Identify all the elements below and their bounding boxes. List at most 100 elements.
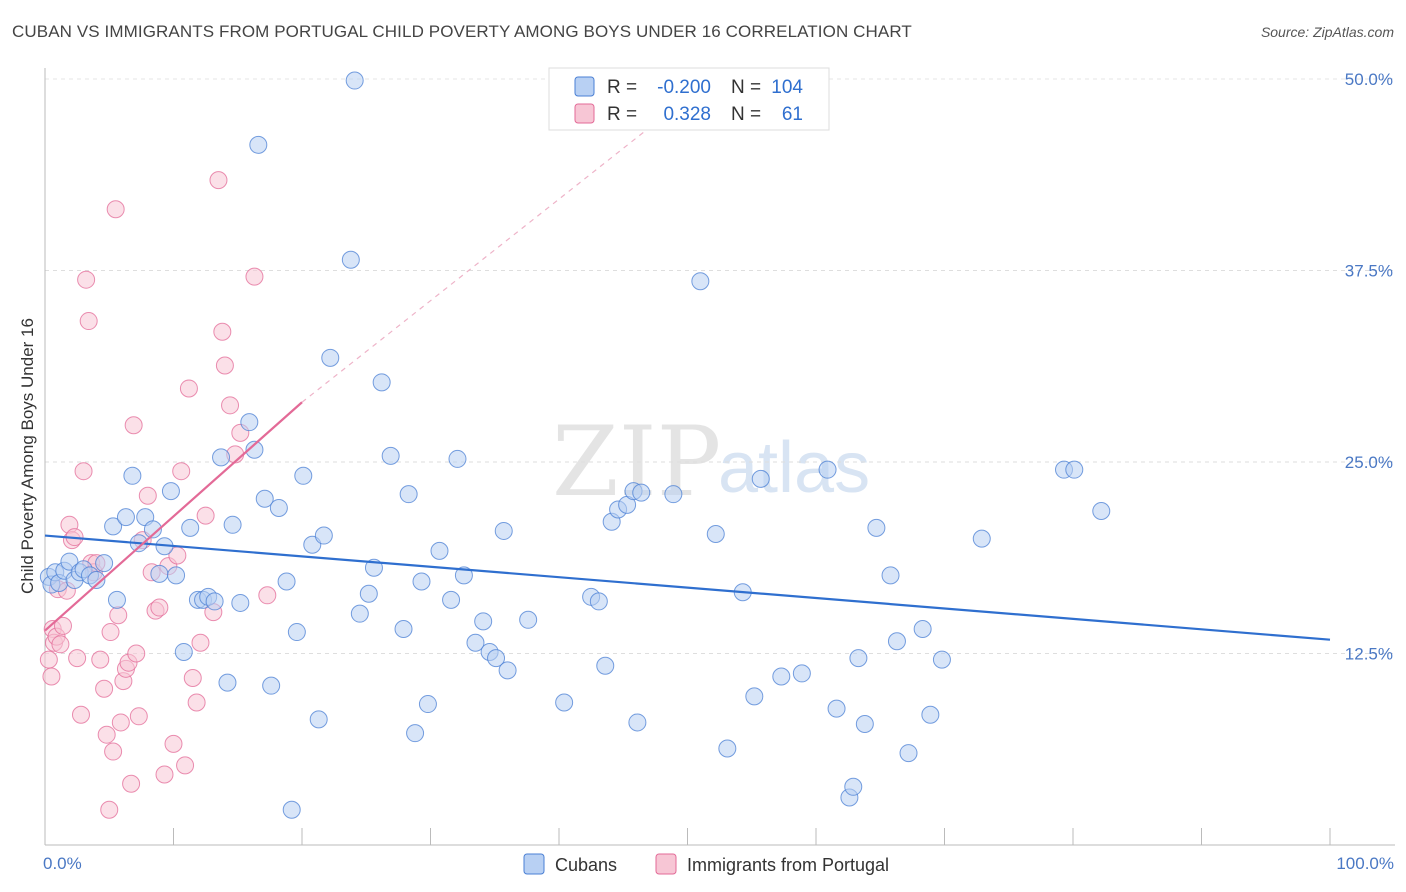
y-tick-label: 50.0%: [1345, 70, 1393, 89]
cuban-point: [394, 619, 413, 638]
cuban-point: [844, 777, 863, 796]
portugal-point: [100, 800, 119, 819]
portugal-point: [179, 379, 198, 398]
legend-r-label-cubans: R =: [607, 77, 637, 98]
y-tick-labels: 12.5% 25.0% 37.5% 50.0%: [1345, 70, 1393, 664]
cuban-point: [1092, 502, 1111, 521]
source-note: Source: ZipAtlas.com: [1260, 24, 1394, 40]
cuban-point: [95, 554, 114, 573]
bottom-legend-label-portugal: Immigrants from Portugal: [687, 855, 889, 875]
portugal-point: [109, 606, 128, 625]
stats-legend: R = -0.200 N = 104 R = 0.328 N = 61: [548, 67, 830, 131]
portugal-point: [91, 650, 110, 669]
x-tick-label-max: 100.0%: [1336, 854, 1394, 873]
cuban-point: [104, 517, 123, 536]
portugal-point: [39, 650, 58, 669]
cuban-point: [849, 649, 868, 668]
cuban-point: [442, 590, 461, 609]
cuban-point: [262, 676, 281, 695]
cuban-point: [249, 135, 268, 154]
cuban-point: [718, 739, 737, 758]
cuban-point: [519, 610, 538, 629]
portugal-point: [95, 679, 114, 698]
portugal-point: [51, 635, 70, 654]
legend-r-label-portugal: R =: [607, 104, 637, 125]
cuban-point: [282, 800, 301, 819]
cuban-point: [240, 413, 259, 432]
portugal-point: [176, 756, 195, 775]
legend-n-value-cubans: 104: [771, 77, 803, 98]
cuban-point: [881, 566, 900, 585]
portugal-point: [138, 486, 157, 505]
portugal-point: [71, 705, 90, 724]
portugal-point: [97, 725, 116, 744]
cuban-point: [143, 520, 162, 539]
portugal-point: [77, 270, 96, 289]
portugal-point: [104, 742, 123, 761]
bottom-legend-swatch-portugal: [655, 853, 677, 875]
cuban-point: [706, 525, 725, 544]
x-ticks: [44, 828, 1331, 845]
legend-r-value-portugal: 0.328: [663, 104, 711, 125]
cuban-point: [628, 713, 647, 732]
cuban-point: [430, 541, 449, 560]
cuban-point: [161, 482, 180, 501]
y-tick-label: 12.5%: [1345, 645, 1393, 664]
portugal-point: [183, 669, 202, 688]
cuban-point: [972, 529, 991, 548]
cuban-point: [359, 584, 378, 603]
cuban-point: [1065, 460, 1084, 479]
portugal-point: [106, 200, 125, 219]
chart-title: CUBAN VS IMMIGRANTS FROM PORTUGAL CHILD …: [12, 22, 912, 41]
cuban-point: [751, 469, 770, 488]
cuban-point: [664, 485, 683, 504]
cuban-point: [255, 489, 274, 508]
y-axis-label: Child Poverty Among Boys Under 16: [18, 318, 37, 594]
y-tick-label: 37.5%: [1345, 262, 1393, 281]
portugal-point: [187, 693, 206, 712]
cuban-point: [406, 724, 425, 743]
legend-swatch-portugal: [574, 103, 595, 124]
cuban-point: [691, 272, 710, 291]
portugal-point: [245, 267, 264, 286]
portugal-point: [215, 356, 234, 375]
cuban-point: [212, 448, 231, 467]
cuban-point: [223, 515, 242, 534]
cuban-point: [487, 649, 506, 668]
cuban-point: [269, 498, 288, 517]
cuban-point: [205, 592, 224, 611]
cuban-point: [596, 656, 615, 675]
cuban-point: [792, 664, 811, 683]
portugal-point: [209, 171, 228, 190]
cuban-point: [107, 590, 126, 609]
cuban-point: [116, 508, 135, 527]
cuban-point: [218, 673, 237, 692]
cuban-point: [412, 572, 431, 591]
cuban-point: [321, 348, 340, 367]
gridlines: [45, 78, 1395, 654]
portugal-point: [122, 774, 141, 793]
trend-lines: [44, 127, 1331, 641]
cuban-point: [287, 623, 306, 642]
portugal-trend-extension: [301, 127, 650, 403]
portugal-point: [68, 649, 87, 668]
portugal-trend-line: [44, 401, 303, 632]
cuban-point: [350, 604, 369, 623]
legend-r-value-cubans: -0.200: [657, 77, 711, 98]
cuban-point: [867, 518, 886, 537]
portugal-point: [124, 416, 143, 435]
cuban-point: [87, 570, 106, 589]
portugal-point: [74, 462, 93, 481]
cuban-point: [181, 518, 200, 537]
cuban-point: [887, 632, 906, 651]
cuban-point: [474, 612, 493, 631]
x-tick-label-min: 0.0%: [43, 854, 82, 873]
cuban-point: [772, 667, 791, 686]
cuban-point: [123, 466, 142, 485]
portugal-point: [258, 586, 277, 605]
portugal-point: [101, 623, 120, 642]
portugal-point: [221, 396, 240, 415]
cuban-point: [498, 661, 517, 680]
cuban-point: [294, 466, 313, 485]
